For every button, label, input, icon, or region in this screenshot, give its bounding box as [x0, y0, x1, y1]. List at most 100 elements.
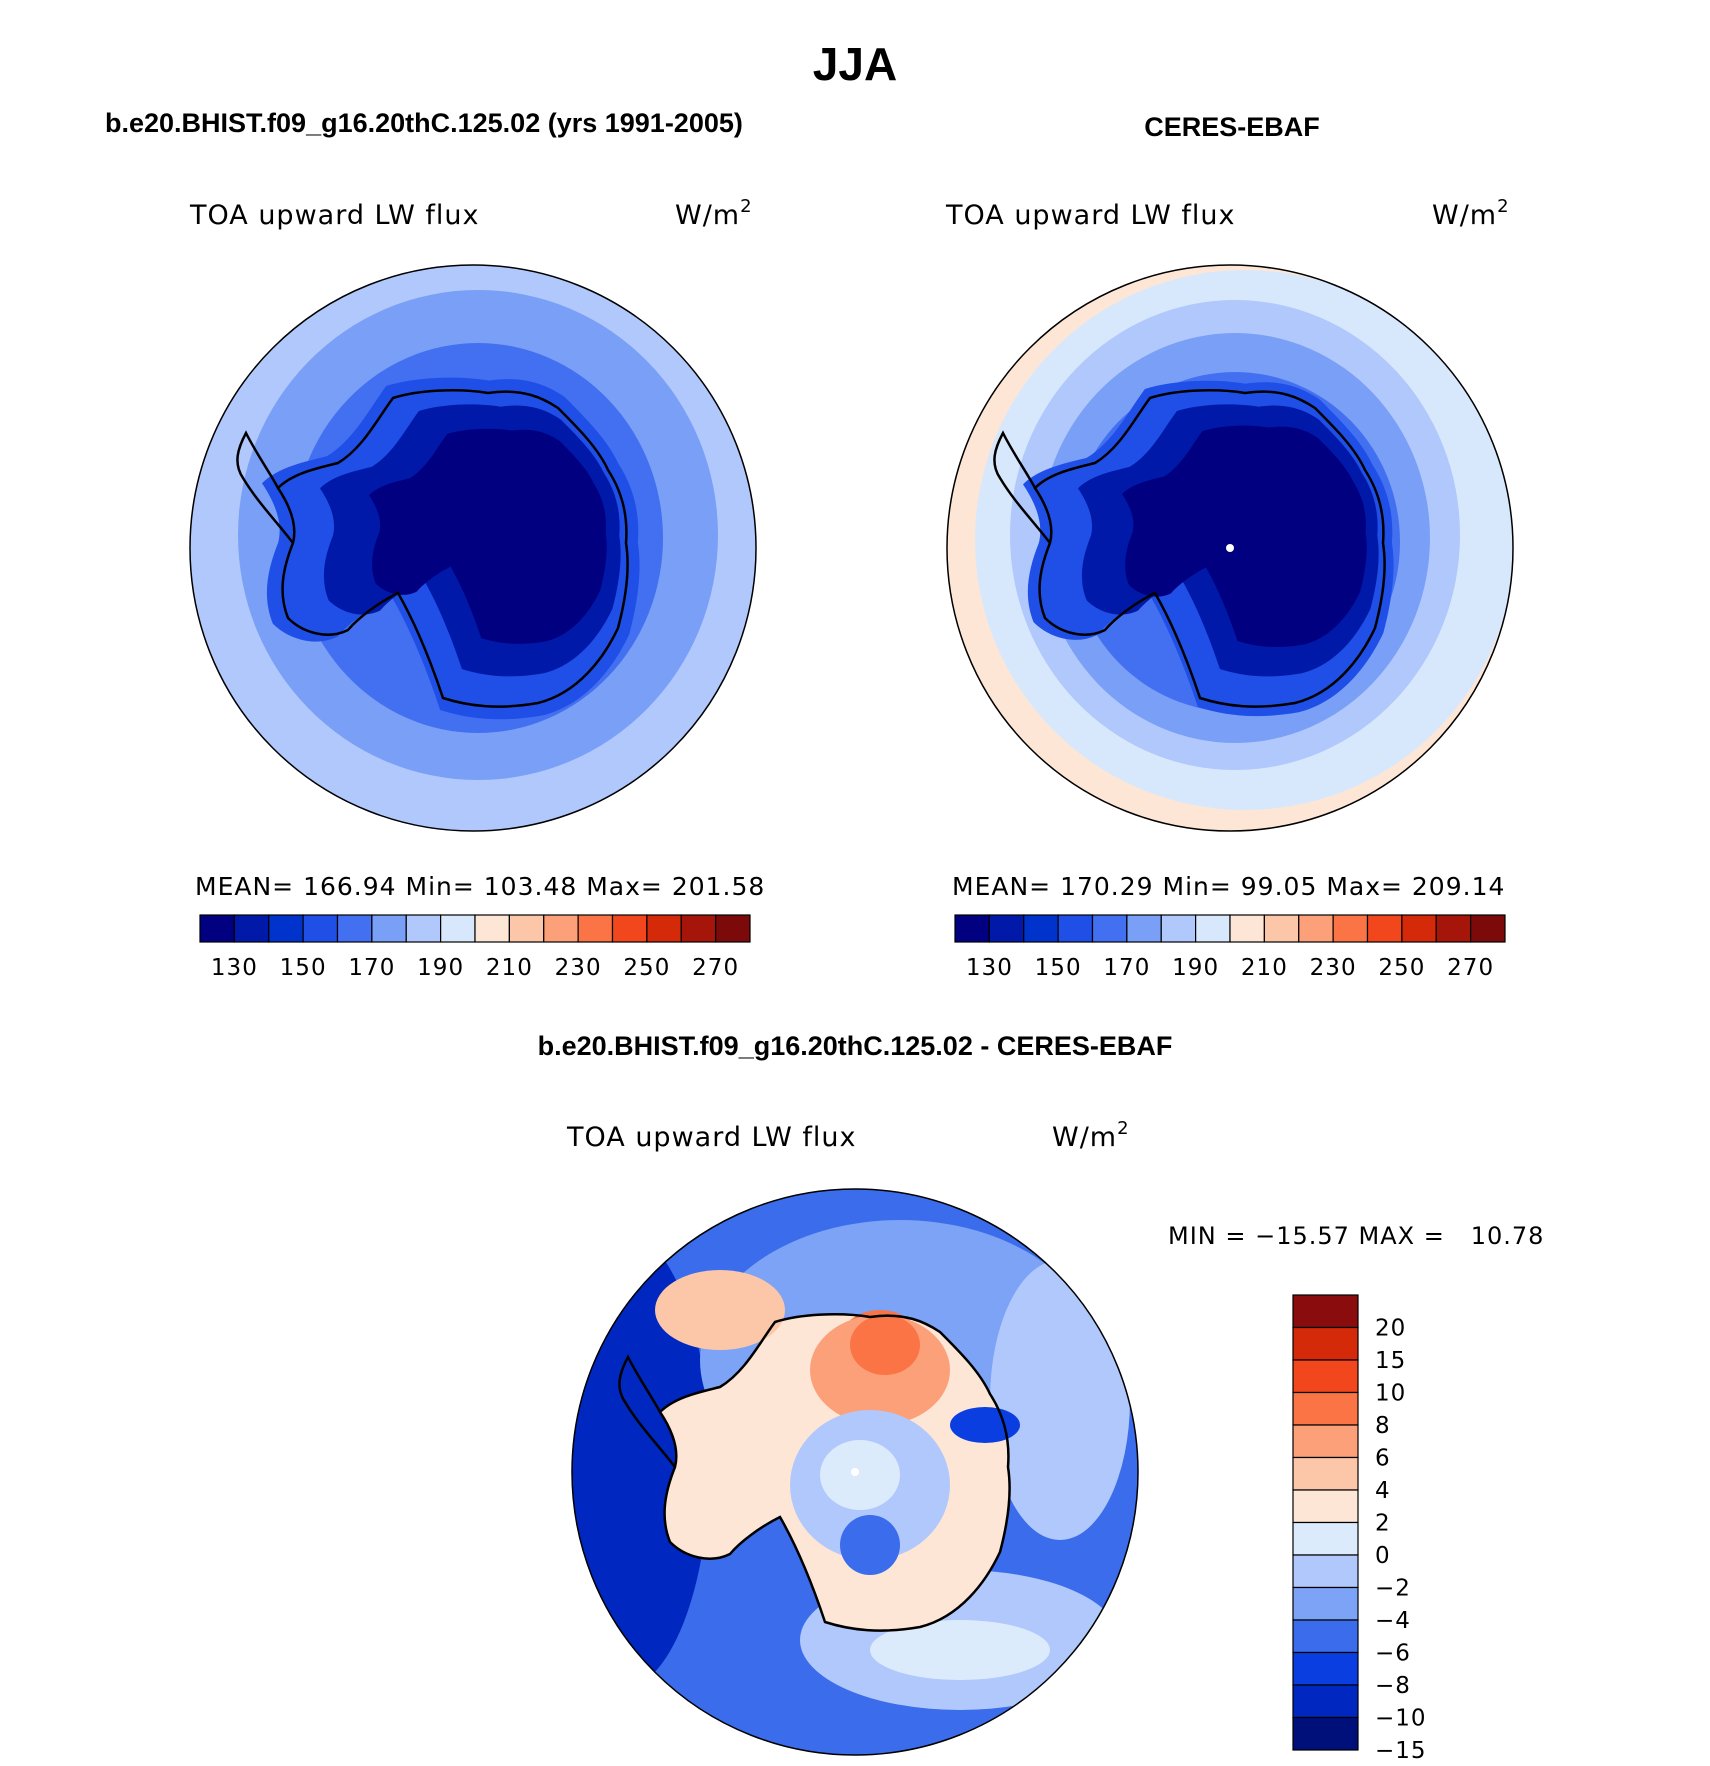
colorbar-tick-label: 170 [348, 955, 395, 981]
colorbar-swatch [680, 914, 717, 943]
colorbar-swatch [1292, 1684, 1359, 1719]
colorbar-swatch [1332, 914, 1369, 943]
model-map [190, 265, 756, 831]
colorbar-swatch [336, 914, 373, 943]
colorbar-swatch [1263, 914, 1300, 943]
colorbar-tick-label: 8 [1375, 1413, 1391, 1439]
colorbar-swatch [646, 914, 682, 943]
colorbar-tick-label: −10 [1375, 1706, 1427, 1732]
model-panel: b.e20.BHIST.f09_g16.20thC.125.02 (yrs 19… [105, 108, 765, 981]
diff-colorbar [1292, 1294, 1359, 1751]
colorbar-swatch [1435, 914, 1472, 943]
colorbar-swatch [1292, 1456, 1359, 1491]
colorbar-swatch [1126, 914, 1162, 943]
diff-band-6 [990, 1260, 1130, 1540]
colorbar-swatch [1023, 914, 1059, 943]
obs-colorbar-ticks: 130 150 170 190 210 230 250 270 [966, 955, 1494, 981]
figure-title: JJA [813, 38, 897, 90]
colorbar-tick-label: −6 [1375, 1641, 1411, 1667]
colorbar-swatch [371, 914, 407, 943]
diff-band-15 [840, 1515, 900, 1575]
colorbar-tick-label: 130 [211, 955, 258, 981]
diff-map-border [571, 1188, 1139, 1756]
obs-map-border [946, 264, 1514, 832]
colorbar-tick-label: 250 [1378, 955, 1425, 981]
colorbar-tick-label: −2 [1375, 1576, 1411, 1602]
model-stats: MEAN= 166.94 Min= 103.48 Max= 201.58 [195, 872, 765, 901]
colorbar-swatch [1292, 1326, 1359, 1361]
colorbar-tick-label: 0 [1375, 1543, 1391, 1569]
colorbar-swatch [1401, 914, 1437, 943]
colorbar-tick-label: 4 [1375, 1478, 1391, 1504]
colorbar-swatch [1292, 1424, 1359, 1459]
colorbar-swatch [405, 914, 442, 943]
colorbar-tick-label: 210 [486, 955, 533, 981]
obs-case-title: CERES-EBAF [1144, 112, 1320, 142]
colorbar-swatch [1292, 1554, 1359, 1589]
colorbar-tick-label: −15 [1375, 1738, 1427, 1764]
colorbar-tick-label: 130 [966, 955, 1013, 981]
diff-units-label: W/m2 [1052, 1118, 1130, 1153]
colorbar-swatch [1091, 914, 1128, 943]
colorbar-swatch [1470, 914, 1506, 943]
colorbar-swatch [715, 914, 751, 943]
colorbar-swatch [1292, 1521, 1359, 1556]
colorbar-swatch [1229, 914, 1265, 943]
colorbar-swatch [1292, 1359, 1359, 1394]
colorbar-swatch [1160, 914, 1197, 943]
obs-variable-label: TOA upward LW flux [945, 200, 1236, 231]
model-map-border [189, 264, 757, 832]
colorbar-swatch [1292, 1586, 1359, 1621]
obs-pole-dot [1226, 544, 1234, 552]
model-colorbar [199, 914, 751, 943]
diff-band-8 [655, 1270, 785, 1350]
diff-band-14 [950, 1407, 1020, 1443]
colorbar-swatch [611, 914, 648, 943]
colorbar-tick-label: −8 [1375, 1673, 1411, 1699]
colorbar-tick-label: 230 [555, 955, 602, 981]
obs-units-label: W/m2 [1432, 196, 1510, 231]
colorbar-tick-label: 6 [1375, 1446, 1391, 1472]
colorbar-tick-label: −4 [1375, 1608, 1411, 1634]
colorbar-swatch [1366, 914, 1403, 943]
obs-stats: MEAN= 170.29 Min= 99.05 Max= 209.14 [952, 872, 1505, 901]
model-colorbar-ticks: 130 150 170 190 210 230 250 270 [211, 955, 739, 981]
diff-map [572, 1189, 1138, 1755]
colorbar-tick-label: 270 [1447, 955, 1494, 981]
diff-variable-label: TOA upward LW flux [566, 1122, 857, 1153]
colorbar-swatch [1292, 1391, 1359, 1426]
colorbar-tick-label: 270 [692, 955, 739, 981]
diff-case-title: b.e20.BHIST.f09_g16.20thC.125.02 - CERES… [538, 1031, 1173, 1061]
colorbar-tick-label: 150 [280, 955, 327, 981]
colorbar-tick-label: 190 [1172, 955, 1219, 981]
colorbar-tick-label: 250 [623, 955, 670, 981]
colorbar-swatch [577, 914, 614, 943]
colorbar-swatch [1195, 914, 1231, 943]
colorbar-tick-label: 15 [1375, 1348, 1406, 1374]
colorbar-swatch [1292, 1651, 1359, 1686]
model-case-title: b.e20.BHIST.f09_g16.20thC.125.02 (yrs 19… [105, 108, 743, 138]
diff-band-5 [870, 1620, 1050, 1680]
colorbar-tick-label: 10 [1375, 1381, 1406, 1407]
colorbar-swatch [440, 914, 476, 943]
colorbar-tick-label: 20 [1375, 1316, 1406, 1342]
colorbar-swatch [233, 914, 270, 943]
colorbar-swatch [1292, 1294, 1359, 1329]
colorbar-swatch [1292, 1716, 1359, 1751]
colorbar-tick-label: 2 [1375, 1511, 1391, 1537]
colorbar-tick-label: 190 [417, 955, 464, 981]
colorbar-tick-label: 170 [1103, 955, 1150, 981]
obs-map [947, 265, 1513, 831]
colorbar-swatch [268, 914, 304, 943]
colorbar-swatch [199, 914, 235, 943]
colorbar-swatch [1292, 1489, 1359, 1524]
model-units-label: W/m2 [675, 196, 753, 231]
colorbar-swatch [474, 914, 510, 943]
diff-minmax: MIN = −15.57 MAX = 10.78 [1168, 1222, 1544, 1250]
model-variable-label: TOA upward LW flux [189, 200, 480, 231]
colorbar-swatch [954, 914, 990, 943]
diff-panel: b.e20.BHIST.f09_g16.20thC.125.02 - CERES… [538, 1031, 1544, 1765]
diff-pole-dot [851, 1468, 859, 1476]
